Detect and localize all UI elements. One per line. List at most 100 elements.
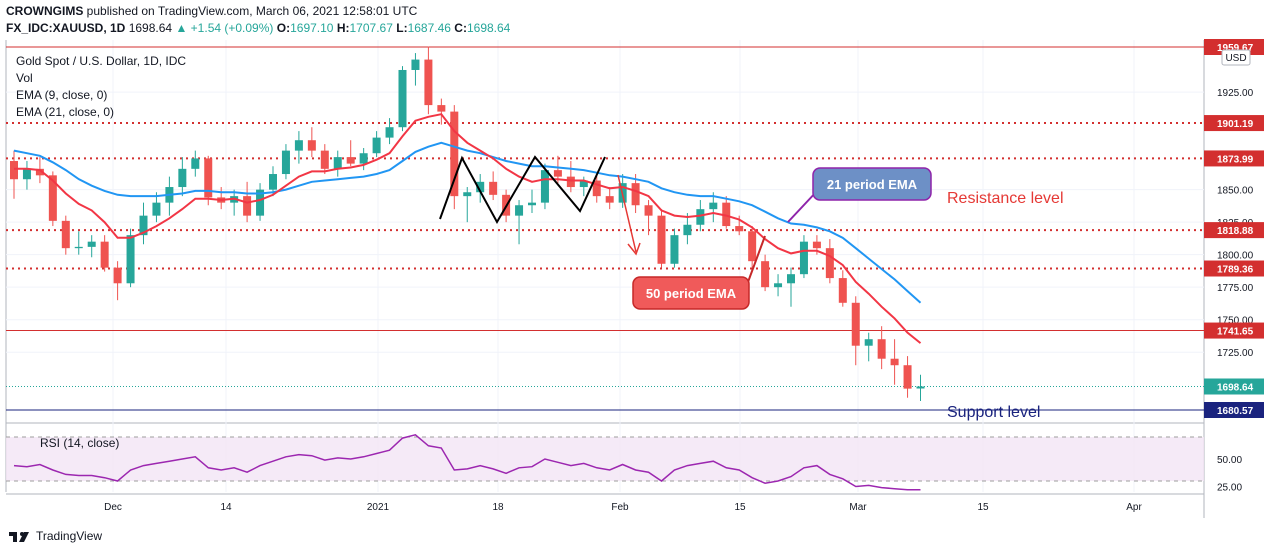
- x-tick-label: 15: [734, 502, 746, 513]
- candle-body: [22, 168, 31, 180]
- level-tag-label: 1901.19: [1217, 119, 1254, 130]
- up-arrow-icon: ▲: [175, 21, 188, 35]
- candle-body: [437, 105, 446, 112]
- low-label: L:: [396, 21, 408, 35]
- candle-body: [256, 189, 265, 216]
- candle-body: [100, 241, 109, 268]
- last-price: 1698.64: [128, 21, 173, 35]
- x-tick-label: Mar: [849, 502, 867, 513]
- candle-body: [191, 158, 200, 169]
- callout-21-ema: 21 period EMA: [827, 177, 918, 192]
- price-change: +1.54 (+0.09%): [190, 21, 274, 35]
- candle-body: [787, 274, 795, 284]
- candle-body: [307, 140, 316, 151]
- candle-body: [812, 241, 821, 249]
- x-tick-label: 18: [492, 502, 504, 513]
- close-value: 1698.64: [466, 21, 511, 35]
- candle-body: [683, 224, 692, 236]
- candle-body: [916, 386, 925, 389]
- candle-body: [515, 205, 524, 216]
- support-label: Support level: [947, 404, 1040, 421]
- candle-body: [566, 176, 575, 188]
- candle-body: [281, 150, 290, 175]
- close-label: C:: [454, 21, 467, 35]
- candle-body: [851, 302, 860, 346]
- legend-ema9: EMA (9, close, 0): [16, 88, 108, 102]
- rsi-legend: RSI (14, close): [40, 436, 120, 450]
- candle-body: [385, 127, 394, 138]
- ohlc-bar: FX_IDC:XAUUSD, 1D 1698.64 ▲ +1.54 (+0.09…: [6, 21, 510, 35]
- level-tag-label: 1959.67: [1217, 43, 1254, 54]
- candle-body: [359, 153, 368, 164]
- candle-body: [178, 168, 187, 188]
- candle-body: [48, 175, 57, 221]
- candle-body: [320, 150, 329, 169]
- currency-box: [1221, 49, 1251, 66]
- candle-body: [735, 226, 744, 232]
- candle-body: [243, 196, 252, 216]
- level-tag: [1204, 115, 1264, 132]
- level-tag: [1204, 402, 1264, 418]
- candle-body: [722, 202, 731, 227]
- level-tag: [1204, 260, 1264, 277]
- x-tick-label: Dec: [104, 502, 122, 513]
- candle-body: [61, 220, 70, 249]
- rsi-band: [6, 437, 1204, 481]
- level-tag-label: 1680.57: [1217, 406, 1254, 417]
- candle-body: [670, 235, 679, 264]
- candle-body: [204, 158, 213, 198]
- candle-body: [877, 339, 886, 359]
- level-tag: [1204, 150, 1264, 167]
- candle-body: [424, 59, 433, 106]
- rsi-tick-label: 25.00: [1217, 483, 1242, 494]
- candle-body: [903, 365, 912, 389]
- low-value: 1687.46: [407, 21, 451, 35]
- candle-body: [709, 202, 718, 210]
- candle-body: [644, 205, 653, 216]
- candle-body: [748, 231, 757, 262]
- tradingview-icon: [9, 532, 29, 542]
- candle-body: [333, 157, 342, 169]
- symbol-label: FX_IDC:XAUUSD, 1D: [6, 21, 126, 35]
- y-tick-label: 1775.00: [1217, 283, 1254, 294]
- callout-pointer: [747, 235, 766, 283]
- publisher-name: CROWNGIMS: [6, 4, 84, 18]
- level-tag: [1204, 322, 1264, 339]
- candle-body: [825, 248, 834, 279]
- candle-body: [864, 339, 873, 346]
- candle-body: [890, 358, 899, 366]
- candle-body: [152, 202, 161, 216]
- legend-vol: Vol: [16, 71, 33, 85]
- candle-body: [294, 140, 303, 151]
- pattern-zigzag: [439, 155, 606, 225]
- candle-body: [398, 69, 407, 128]
- candle-body: [553, 170, 562, 177]
- tradingview-brand: TradingView: [36, 529, 103, 543]
- candle-body: [761, 261, 770, 288]
- candle-body: [838, 278, 847, 303]
- publish-info: CROWNGIMS published on TradingView.com, …: [6, 4, 417, 18]
- level-tag: [1204, 222, 1264, 239]
- candle-body: [579, 180, 588, 188]
- candle-body: [592, 180, 601, 197]
- resistance-label: Resistance level: [947, 190, 1064, 207]
- y-tick-label: 1800.00: [1217, 251, 1254, 262]
- candle-body: [476, 181, 485, 193]
- candle-body: [113, 267, 122, 284]
- candle-body: [696, 209, 705, 225]
- candle-body: [346, 157, 355, 164]
- high-value: 1707.67: [349, 21, 393, 35]
- callout-box: [632, 276, 750, 310]
- candle-body: [799, 241, 808, 275]
- currency-label: USD: [1225, 53, 1246, 64]
- candle-body: [35, 168, 44, 176]
- publish-text: published on TradingView.com, March 06, …: [86, 4, 418, 18]
- y-tick-label: 1750.00: [1217, 316, 1254, 327]
- candle-body: [631, 183, 640, 206]
- y-tick-label: 1925.00: [1217, 88, 1254, 99]
- candle-body: [269, 174, 277, 190]
- candle-body: [411, 59, 420, 70]
- candle-body: [450, 111, 459, 197]
- candle-body: [605, 196, 614, 203]
